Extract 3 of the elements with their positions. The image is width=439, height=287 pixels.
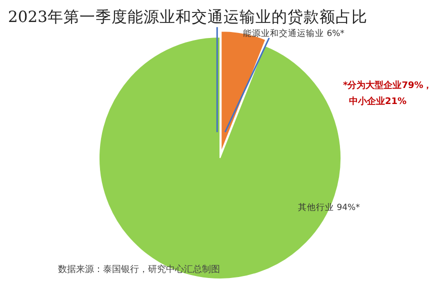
text: 中小企业21%: [349, 96, 407, 107]
text: *分为大型企业79%，: [343, 80, 432, 91]
chart-title: 2023年第一季度能源业和交通运输业的贷款额占比: [8, 8, 368, 26]
